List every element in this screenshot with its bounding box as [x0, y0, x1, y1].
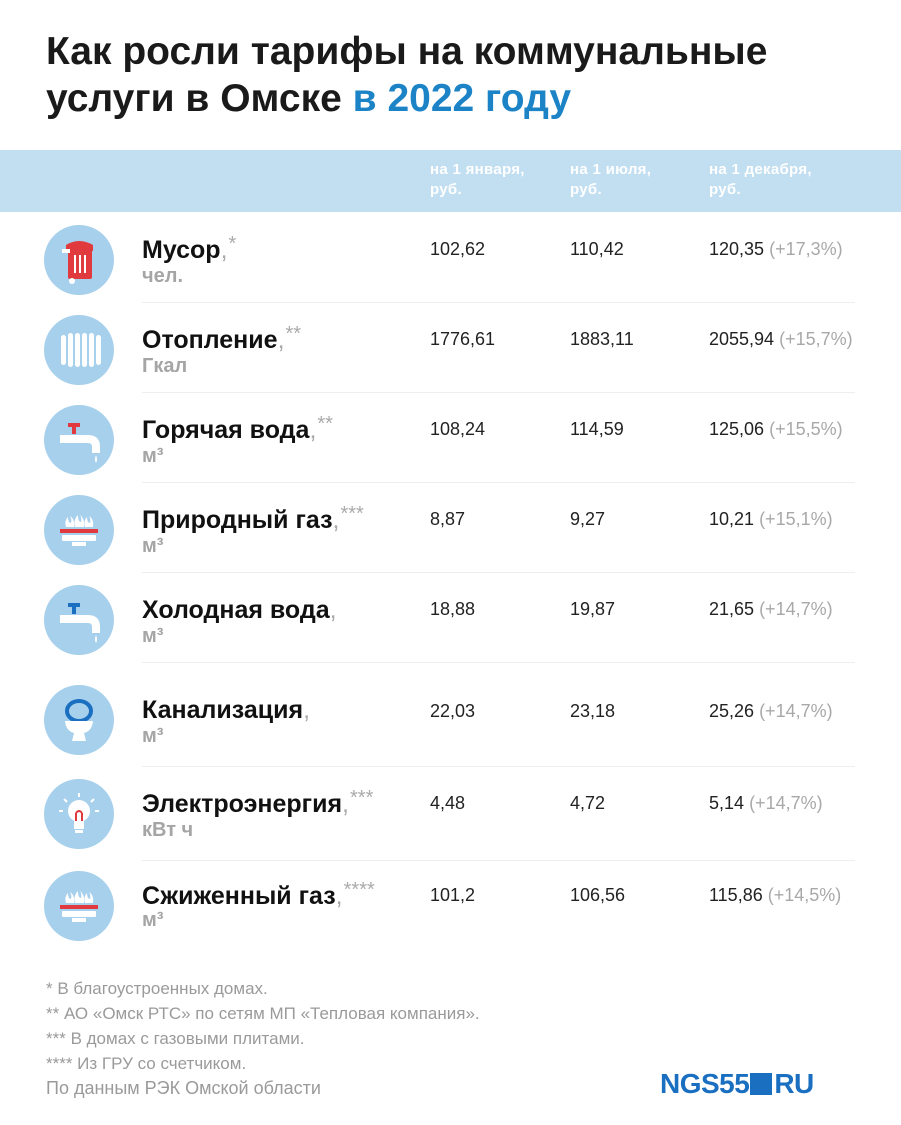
toilet-icon: [44, 685, 114, 755]
row-name: Канализация,: [142, 696, 311, 724]
table-row: Электроэнергия,*** кВт ч 4,48 4,72 5,14 …: [0, 767, 901, 861]
value-december: 25,26 (+14,7%): [709, 701, 833, 721]
value-december: 115,86 (+14,5%): [709, 885, 842, 905]
value-july: 1883,11: [570, 329, 634, 349]
value-july: 9,27: [570, 509, 606, 529]
growth-percent: (+14,7%): [749, 793, 823, 813]
value-december: 2055,94 (+15,7%): [709, 329, 853, 349]
cold-water-tap-icon: [44, 585, 114, 655]
row-name: Мусор,*: [142, 233, 237, 264]
row-unit: м³: [142, 909, 164, 931]
row-name: Электроэнергия,***: [142, 787, 374, 818]
footnote: **** Из ГРУ со счетчиком.: [46, 1054, 247, 1073]
value-january: 8,87: [430, 509, 466, 529]
table-row: Мусор,* чел. 102,62 110,42 120,35 (+17,3…: [0, 213, 901, 303]
value-december: 5,14 (+14,7%): [709, 793, 823, 813]
value-january: 1776,61: [430, 329, 496, 349]
row-unit: Гкал: [142, 355, 188, 377]
page-title: Как росли тарифы на коммунальные услуги …: [46, 28, 866, 122]
value-july: 4,72: [570, 793, 606, 813]
value-december: 10,21 (+15,1%): [709, 509, 833, 529]
light-bulb-icon: [44, 779, 114, 849]
value-january: 22,03: [430, 701, 476, 721]
growth-percent: (+15,7%): [779, 329, 853, 349]
value-january: 4,48: [430, 793, 466, 813]
table-row: Горячая вода,** м³ 108,24 114,59 125,06 …: [0, 393, 901, 483]
row-name: Отопление,**: [142, 323, 302, 354]
row-unit: м³: [142, 445, 164, 467]
value-july: 106,56: [570, 885, 626, 905]
table-row: Холодная вода, м³ 18,88 19,87 21,65 (+14…: [0, 573, 901, 663]
growth-percent: (+14,7%): [759, 701, 833, 721]
value-july: 114,59: [570, 419, 624, 439]
growth-percent: (+17,3%): [769, 239, 843, 259]
title-accent: в 2022 году: [352, 77, 572, 120]
growth-percent: (+15,5%): [769, 419, 843, 439]
ngs55-logo: NGS55 RU: [660, 1068, 814, 1099]
footnote: * В благоустроенных домах.: [46, 979, 268, 998]
table-row: Отопление,** Гкал 1776,61 1883,11 2055,9…: [0, 303, 901, 393]
value-july: 110,42: [570, 239, 624, 259]
row-unit: м³: [142, 535, 164, 557]
row-unit: чел.: [142, 265, 183, 287]
gas-burner-icon: [44, 495, 114, 565]
table-header: на 1 января, руб. на 1 июля, руб. на 1 д…: [0, 150, 901, 212]
value-december: 21,65 (+14,7%): [709, 599, 833, 619]
growth-percent: (+14,5%): [767, 885, 842, 905]
value-january: 18,88: [430, 599, 476, 619]
table-row: Канализация, м³ 22,03 23,18 25,26 (+14,7…: [0, 663, 901, 767]
trash-bin-icon: [44, 225, 114, 295]
data-source: По данным РЭК Омской области: [46, 1078, 321, 1098]
value-july: 19,87: [570, 599, 616, 619]
value-january: 108,24: [430, 419, 486, 439]
value-july: 23,18: [570, 701, 616, 721]
row-name: Природный газ,***: [142, 503, 364, 534]
footnote: *** В домах с газовыми плитами.: [46, 1029, 305, 1048]
growth-percent: (+14,7%): [759, 599, 833, 619]
row-unit: м³: [142, 725, 164, 747]
row-name: Горячая вода,**: [142, 413, 333, 444]
row-name: Сжиженный газ,****: [142, 879, 375, 910]
value-january: 102,62: [430, 239, 486, 259]
hot-water-tap-icon: [44, 405, 114, 475]
value-december: 125,06 (+15,5%): [709, 419, 843, 439]
value-december: 120,35 (+17,3%): [709, 239, 843, 259]
table-row: Сжиженный газ,**** м³ 101,2 106,56 115,8…: [0, 861, 901, 951]
row-unit: кВт ч: [142, 819, 194, 841]
growth-percent: (+15,1%): [759, 509, 833, 529]
row-name: Холодная вода,: [142, 596, 337, 624]
title-main: Как росли тарифы на коммунальные услуги …: [46, 30, 768, 120]
column-header-july: на 1 июля, руб.: [570, 161, 652, 198]
column-header-december: на 1 декабря, руб.: [709, 161, 812, 198]
table-row: Природный газ,*** м³ 8,87 9,27 10,21 (+1…: [0, 483, 901, 573]
row-unit: м³: [142, 625, 164, 647]
value-january: 101,2: [430, 885, 476, 905]
gas-burner-icon: [44, 871, 114, 941]
radiator-icon: [44, 315, 114, 385]
footnotes: * В благоустроенных домах. ** АО «Омск Р…: [46, 976, 480, 1076]
footnote: ** АО «Омск РТС» по сетям МП «Тепловая к…: [46, 1004, 480, 1023]
column-header-january: на 1 января, руб.: [430, 161, 525, 198]
